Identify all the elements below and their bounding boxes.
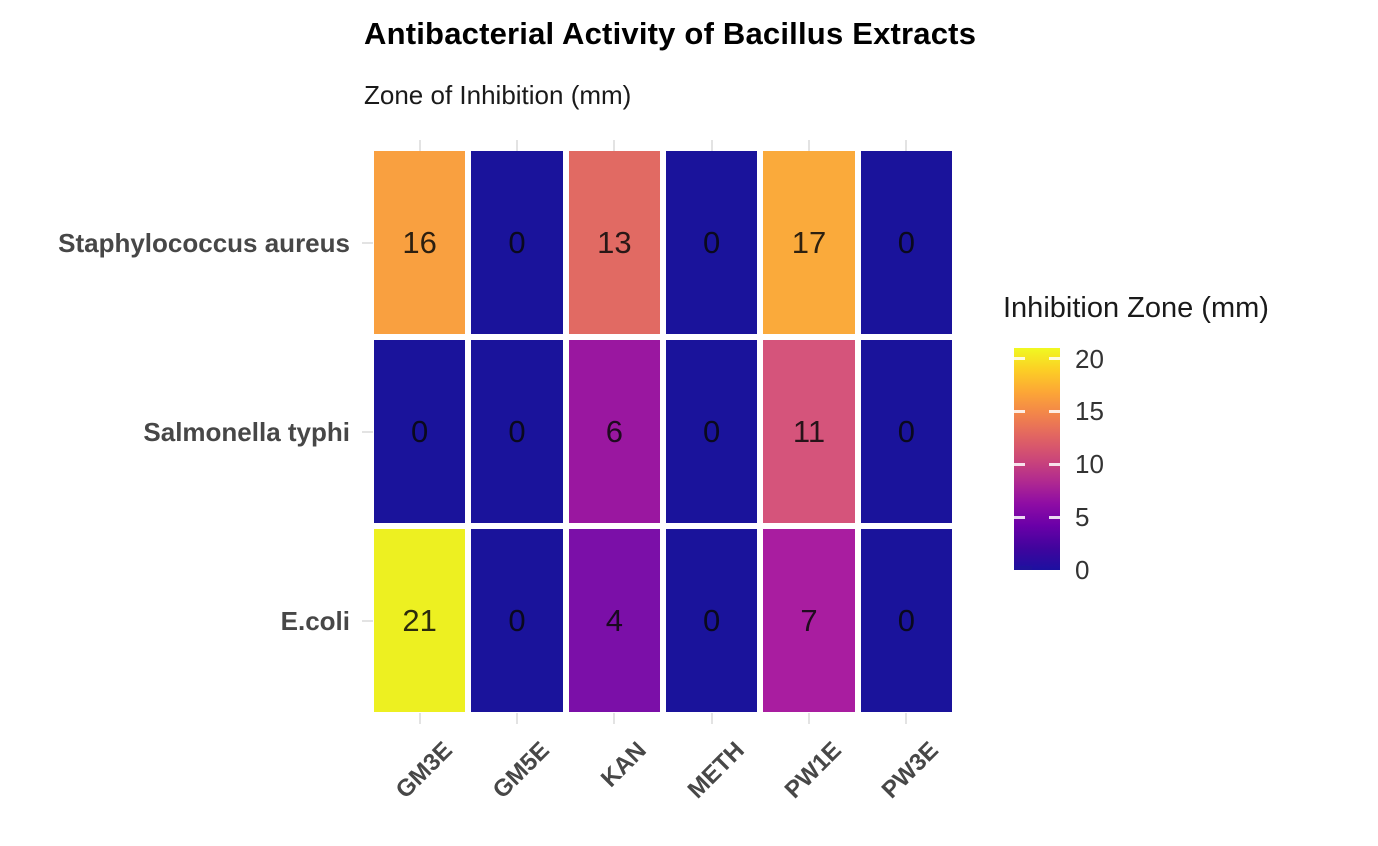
heatmap-cell: 17 (763, 151, 855, 334)
heatmap-cell: 0 (860, 340, 952, 523)
axis-tick-mark (905, 713, 908, 724)
legend-tick-mark (1014, 409, 1025, 413)
heatmap-cell: 0 (471, 529, 563, 712)
axis-tick-mark (418, 713, 421, 724)
legend-tick-mark (1049, 409, 1060, 413)
cell-value: 4 (605, 602, 623, 638)
legend-tick-mark (1014, 462, 1025, 466)
cell-value: 17 (791, 224, 827, 260)
cell-value: 0 (508, 413, 526, 449)
cell-value: 6 (605, 413, 623, 449)
heatmap-cell: 0 (860, 529, 952, 712)
cell-value: 0 (703, 413, 721, 449)
legend-tick-label: 5 (1075, 502, 1090, 533)
cell-value: 11 (792, 413, 826, 449)
heatmap-cell: 13 (568, 151, 660, 334)
legend-title: Inhibition Zone (mm) (1003, 292, 1269, 324)
heatmap-cell: 0 (471, 151, 563, 334)
x-axis-label: GM5E (487, 736, 555, 804)
cell-value: 0 (897, 413, 915, 449)
heatmap-cell: 0 (666, 529, 758, 712)
heatmap-cell: 0 (860, 151, 952, 334)
x-axis-label: PW1E (779, 736, 847, 804)
x-axis-label: GM3E (390, 736, 458, 804)
cell-value: 0 (508, 602, 526, 638)
axis-tick-mark (362, 430, 373, 433)
heatmap-cell: 11 (763, 340, 855, 523)
axis-tick-mark (362, 241, 373, 244)
heatmap-cell: 0 (666, 340, 758, 523)
heatmap-cell: 16 (374, 151, 466, 334)
legend-tick-label: 10 (1075, 449, 1104, 480)
legend-tick-label: 15 (1075, 396, 1104, 427)
axis-tick-mark (613, 713, 616, 724)
x-axis-label: KAN (596, 736, 653, 793)
cell-value: 13 (597, 224, 632, 260)
cell-value: 16 (402, 224, 437, 260)
legend-tick-mark (1014, 566, 1032, 570)
axis-tick-mark (516, 713, 518, 724)
axis-tick-mark (808, 713, 810, 724)
cell-value: 0 (508, 224, 526, 260)
chart-subtitle: Zone of Inhibition (mm) (364, 80, 632, 110)
axis-tick-mark (808, 140, 810, 151)
cell-value: 21 (402, 602, 437, 638)
x-axis-label: PW3E (876, 736, 945, 804)
heatmap-cell: 21 (374, 529, 466, 712)
legend-tick-mark (1049, 357, 1060, 361)
y-axis-label: Salmonella typhi (143, 416, 350, 447)
heatmap-cell: 0 (471, 340, 563, 523)
legend-colorbar (1014, 348, 1060, 570)
cell-value: 0 (703, 602, 721, 638)
axis-tick-mark (418, 140, 421, 151)
legend-tick-mark (1014, 357, 1025, 361)
legend-tick-label: 0 (1075, 555, 1090, 585)
heatmap-cell: 4 (568, 529, 660, 712)
cell-value: 0 (897, 224, 915, 260)
cell-value: 0 (703, 224, 721, 260)
legend-tick-mark (1049, 515, 1060, 519)
axis-tick-mark (905, 140, 908, 151)
axis-tick-mark (362, 619, 373, 622)
cell-value: 7 (800, 602, 818, 638)
legend-tick-mark (1014, 515, 1025, 519)
heatmap-cell: 6 (568, 340, 660, 523)
legend-tick-mark (1049, 462, 1060, 466)
cell-value: 0 (411, 413, 429, 449)
legend-tick-label: 20 (1075, 343, 1104, 374)
y-axis-label: E.coli (280, 605, 350, 636)
heatmap-cell: 7 (763, 529, 855, 712)
axis-tick-mark (710, 713, 713, 724)
heatmap-panel: 16 0 13 0 17 0 0 0 6 0 11 0 21 0 4 0 7 0 (374, 151, 952, 712)
axis-tick-mark (613, 140, 616, 151)
chart-title: Antibacterial Activity of Bacillus Extra… (364, 16, 977, 51)
y-axis-label: Staphylococcus aureus (58, 227, 350, 258)
axis-tick-mark (516, 140, 518, 151)
x-axis-label: METH (682, 736, 750, 804)
heatmap-cell: 0 (374, 340, 466, 523)
axis-tick-mark (710, 140, 713, 151)
cell-value: 0 (897, 602, 915, 638)
heatmap-cell: 0 (666, 151, 758, 334)
